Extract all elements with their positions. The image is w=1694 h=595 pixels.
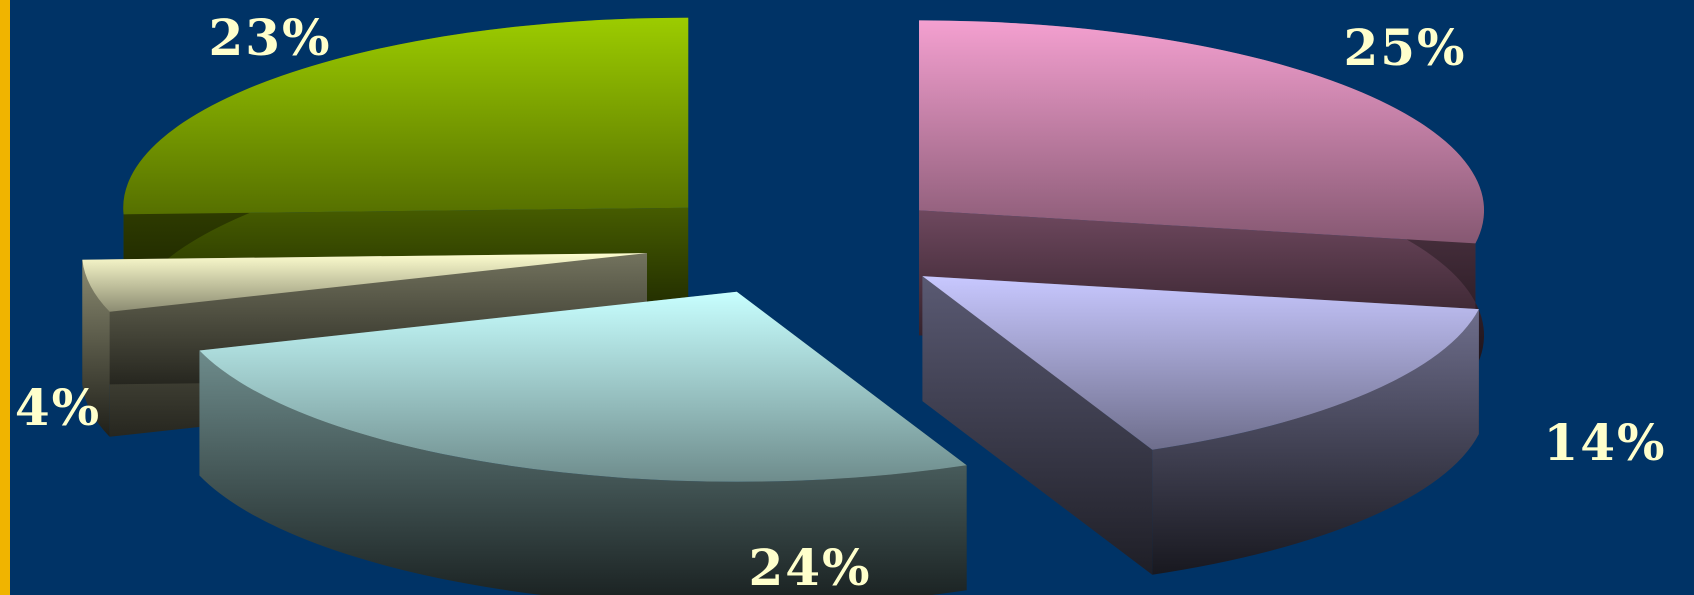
pie-slice-top-1 bbox=[922, 276, 1479, 450]
pie-slice-top-2 bbox=[199, 291, 967, 482]
pie-slice-wall-1-1 bbox=[922, 276, 1153, 575]
slice-label-0: 25% bbox=[1343, 18, 1466, 77]
pie-slice-side-1 bbox=[1152, 309, 1479, 575]
pie-slice-2 bbox=[199, 291, 967, 595]
pie-slice-side-3 bbox=[82, 259, 110, 437]
pie-slice-side-2 bbox=[199, 350, 967, 595]
pie-slice-top-4 bbox=[123, 17, 689, 215]
pie-slices bbox=[82, 17, 1485, 595]
slice-label-3: 4% bbox=[15, 378, 101, 437]
slice-label-1: 14% bbox=[1543, 413, 1666, 472]
pie-slice-top-3 bbox=[82, 253, 647, 312]
slide-border bbox=[0, 0, 10, 595]
pie-labels: 25% 14% 24% 4% 23% bbox=[15, 8, 1666, 595]
pie-slice-1 bbox=[922, 276, 1479, 575]
pie-slice-top-0 bbox=[919, 20, 1485, 244]
slice-label-2: 24% bbox=[748, 538, 871, 595]
slice-label-4: 23% bbox=[208, 8, 331, 67]
